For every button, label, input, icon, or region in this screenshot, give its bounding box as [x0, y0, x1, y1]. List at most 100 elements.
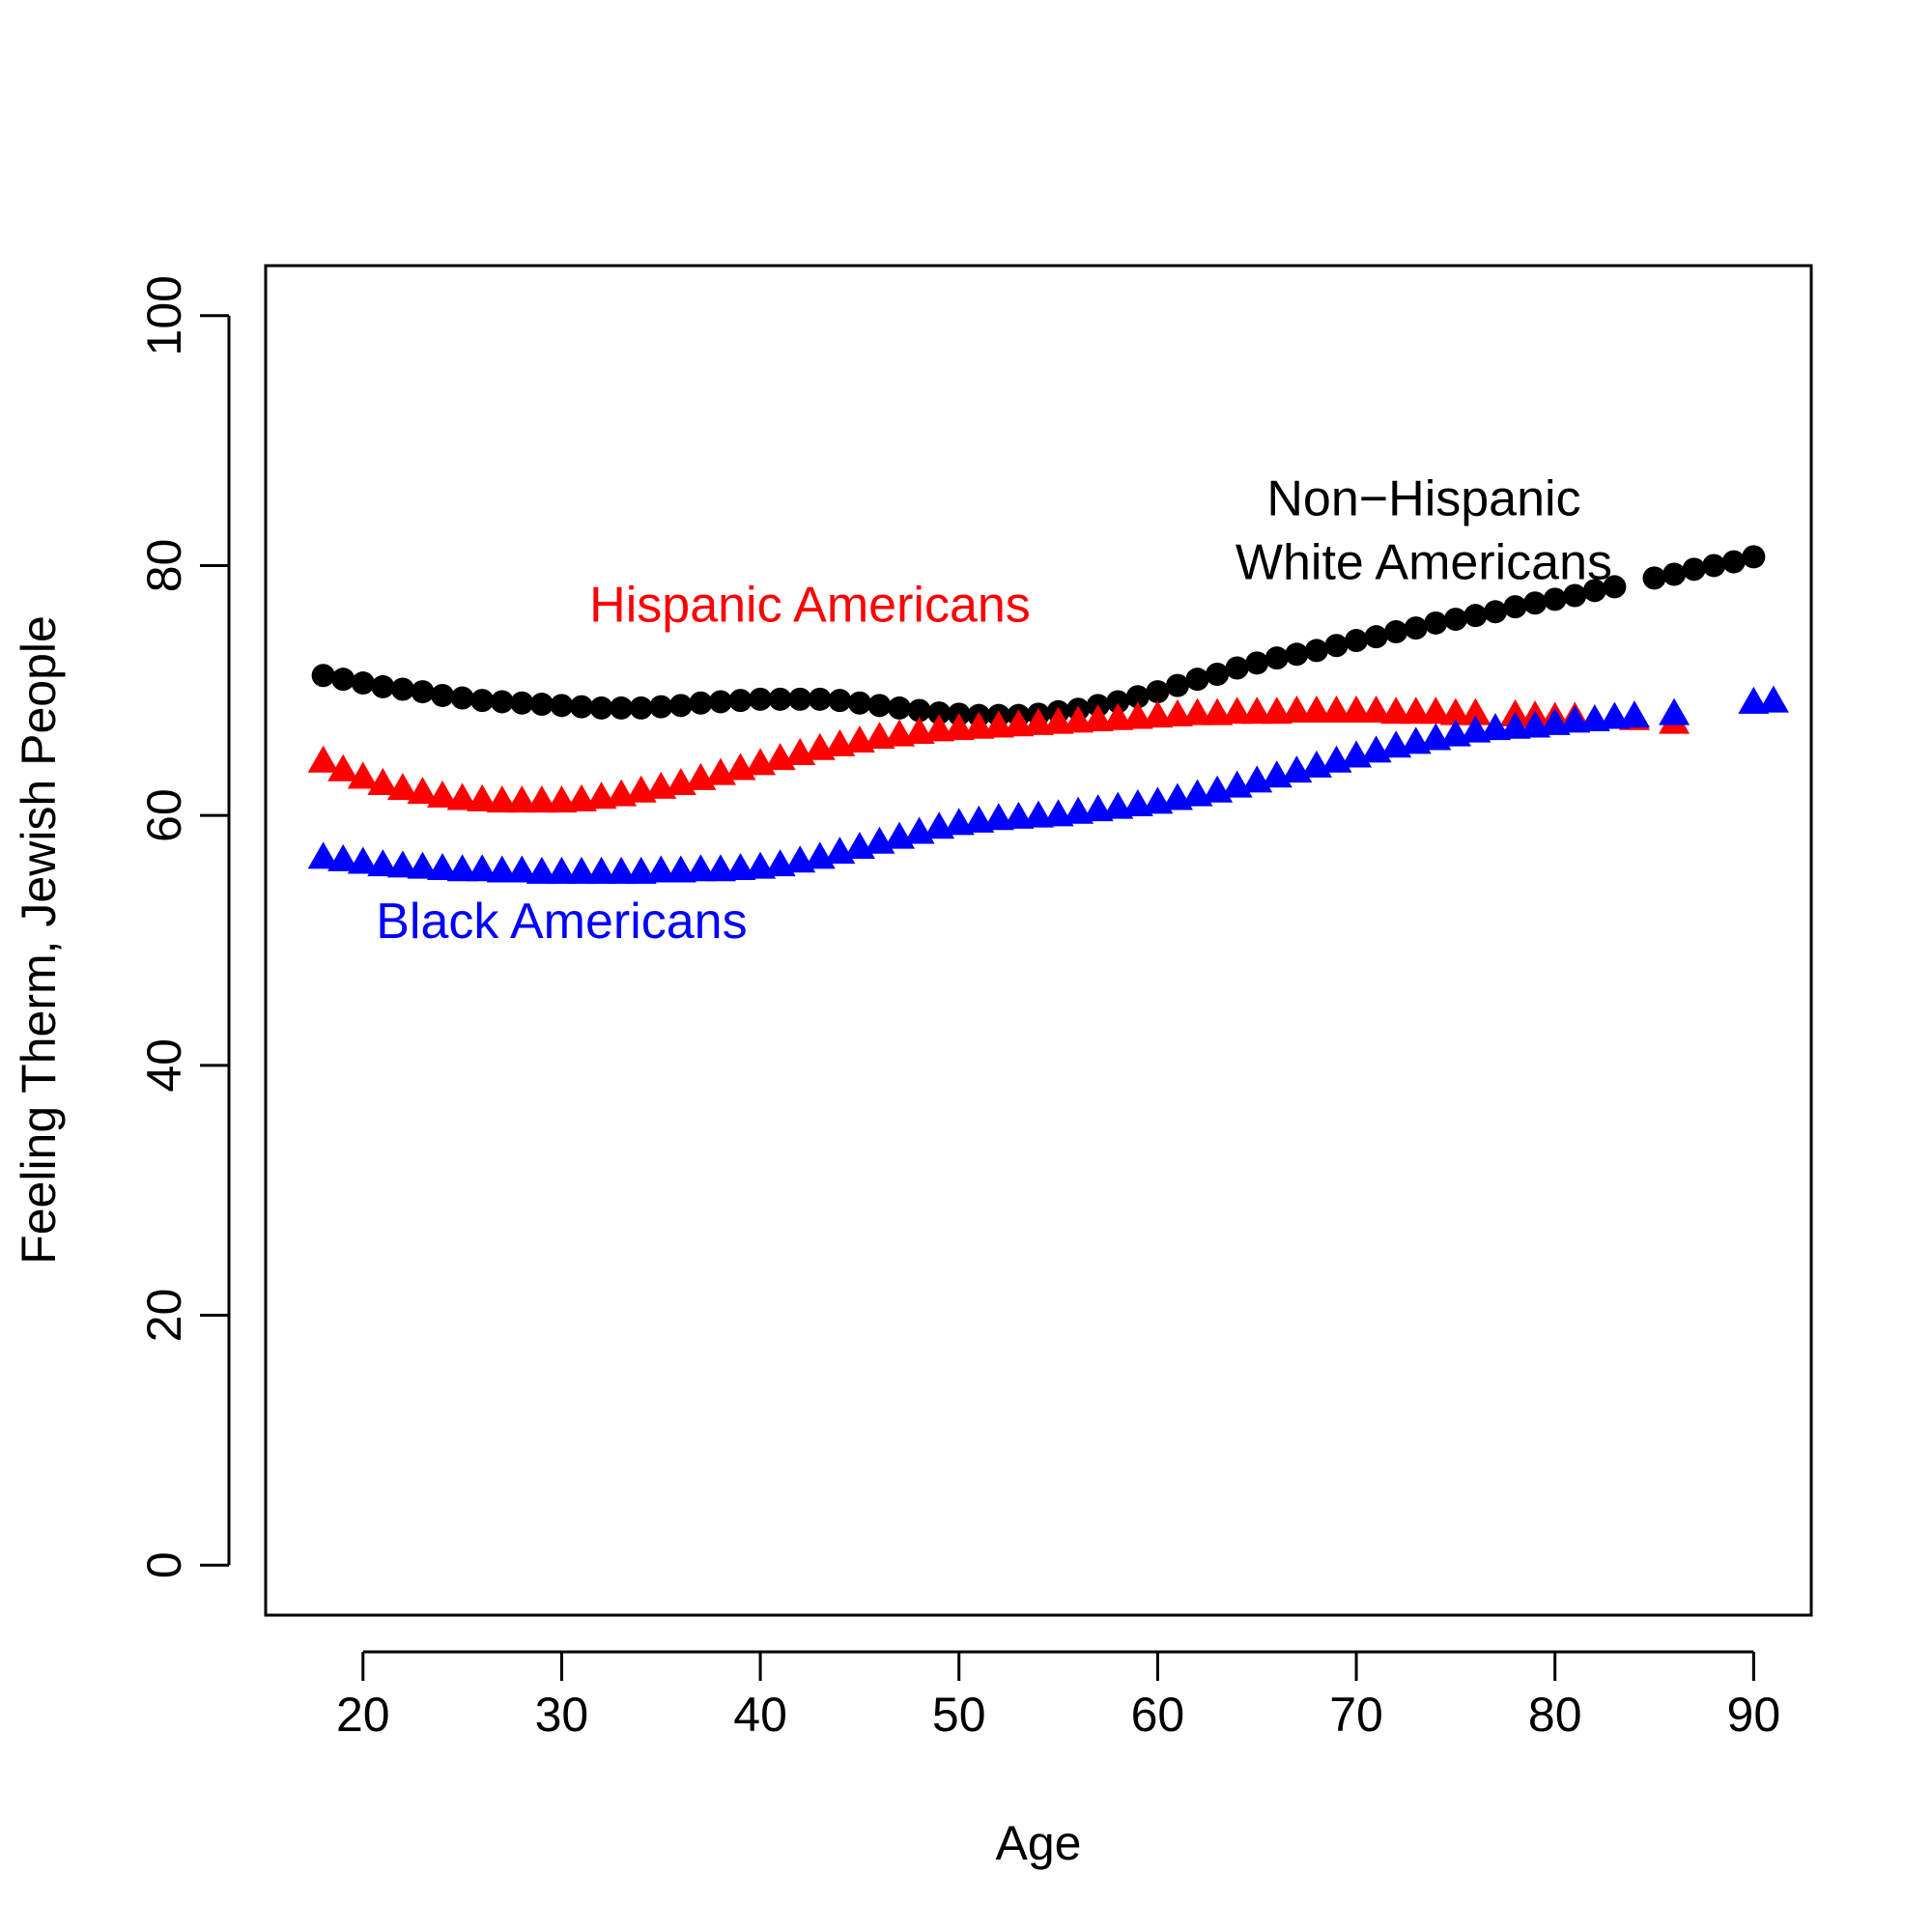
data-point: [1380, 696, 1412, 724]
x-tick-label: 50: [932, 1688, 986, 1742]
data-point: [490, 690, 514, 714]
data-point: [808, 687, 832, 711]
x-tick-label: 30: [535, 1688, 589, 1742]
data-point: [1721, 550, 1746, 574]
data-point: [506, 855, 538, 883]
data-point: [1682, 557, 1706, 582]
data-point: [606, 856, 638, 884]
data-point: [386, 773, 418, 801]
y-axis-title: Feeling Therm, Jewish People: [12, 615, 66, 1264]
data-point: [708, 690, 732, 714]
y-tick-label: 20: [137, 1289, 191, 1343]
data-point: [1582, 579, 1606, 603]
data-point: [1404, 616, 1428, 640]
data-point: [1245, 651, 1269, 675]
series-layer: [307, 545, 1789, 884]
data-point: [1241, 696, 1273, 724]
data-point: [629, 696, 653, 720]
data-point: [1206, 662, 1230, 686]
data-point: [371, 674, 395, 698]
data-point: [1424, 611, 1448, 635]
data-point: [1618, 700, 1650, 728]
data-point: [1702, 554, 1726, 578]
data-point: [1165, 673, 1189, 697]
series-label-line: Non−Hispanic: [1266, 471, 1580, 527]
data-point: [907, 698, 931, 723]
data-point: [1662, 562, 1687, 586]
data-point: [867, 694, 892, 718]
data-point: [888, 696, 912, 720]
data-point: [1503, 595, 1527, 619]
data-point: [1603, 575, 1627, 599]
data-point: [526, 856, 557, 884]
data-point: [367, 768, 399, 796]
data-point: [1523, 591, 1548, 615]
data-point: [510, 691, 534, 715]
data-point: [927, 701, 952, 725]
data-point: [1341, 695, 1373, 723]
y-tick-label: 40: [137, 1038, 191, 1093]
data-point: [411, 680, 435, 704]
data-point: [610, 696, 634, 720]
data-point: [431, 683, 455, 707]
data-point: [585, 856, 617, 884]
data-point: [311, 664, 335, 688]
x-tick-label: 90: [1727, 1688, 1781, 1742]
data-point: [1304, 639, 1328, 663]
data-point: [1221, 696, 1253, 724]
data-point: [847, 691, 871, 715]
data-point: [685, 854, 717, 882]
x-tick-label: 40: [733, 1688, 787, 1742]
data-point: [1285, 642, 1309, 667]
data-point: [470, 689, 495, 713]
data-point: [1460, 697, 1492, 725]
series-label: Black Americans: [376, 894, 747, 950]
data-point: [506, 785, 538, 813]
data-point: [390, 677, 414, 701]
data-point: [347, 761, 379, 789]
data-point: [327, 843, 359, 871]
data-point: [1463, 604, 1488, 628]
data-point: [1321, 695, 1352, 723]
data-point: [788, 687, 812, 711]
data-point: [1563, 583, 1587, 608]
y-tick-label: 80: [137, 539, 191, 593]
data-point: [1543, 587, 1567, 611]
x-tick-label: 60: [1131, 1688, 1185, 1742]
data-point: [1742, 545, 1766, 569]
data-point: [1659, 697, 1690, 725]
data-point: [1360, 695, 1392, 723]
data-point: [1642, 566, 1666, 590]
data-point: [446, 782, 478, 810]
data-point: [407, 777, 439, 805]
data-point: [351, 671, 375, 696]
data-point: [1443, 608, 1467, 632]
x-tick-label: 20: [336, 1688, 390, 1742]
data-point: [327, 753, 359, 781]
data-point: [367, 849, 399, 877]
data-point: [307, 745, 339, 773]
y-tick-label: 0: [137, 1551, 191, 1578]
label-layer: Non−Hispanic White Americans Hispanic Amer…: [376, 471, 1612, 950]
data-point: [467, 783, 498, 811]
data-point: [331, 668, 355, 692]
data-point: [645, 855, 677, 883]
data-point: [1345, 629, 1369, 653]
data-point: [1146, 680, 1170, 704]
data-point: [1106, 690, 1130, 714]
data-point: [347, 846, 379, 874]
data-point: [486, 855, 518, 883]
x-axis-title: Age: [996, 1816, 1082, 1870]
plot-box: [264, 264, 1813, 1617]
data-point: [689, 691, 713, 715]
data-point: [1125, 685, 1150, 709]
data-point: [526, 785, 557, 813]
data-point: [749, 687, 773, 711]
data-point: [1300, 695, 1332, 723]
data-point: [728, 689, 753, 713]
data-point: [589, 696, 613, 720]
data-point: [1420, 696, 1452, 724]
series-1: [307, 695, 1690, 813]
series-label: Hispanic Americans: [589, 578, 1031, 634]
